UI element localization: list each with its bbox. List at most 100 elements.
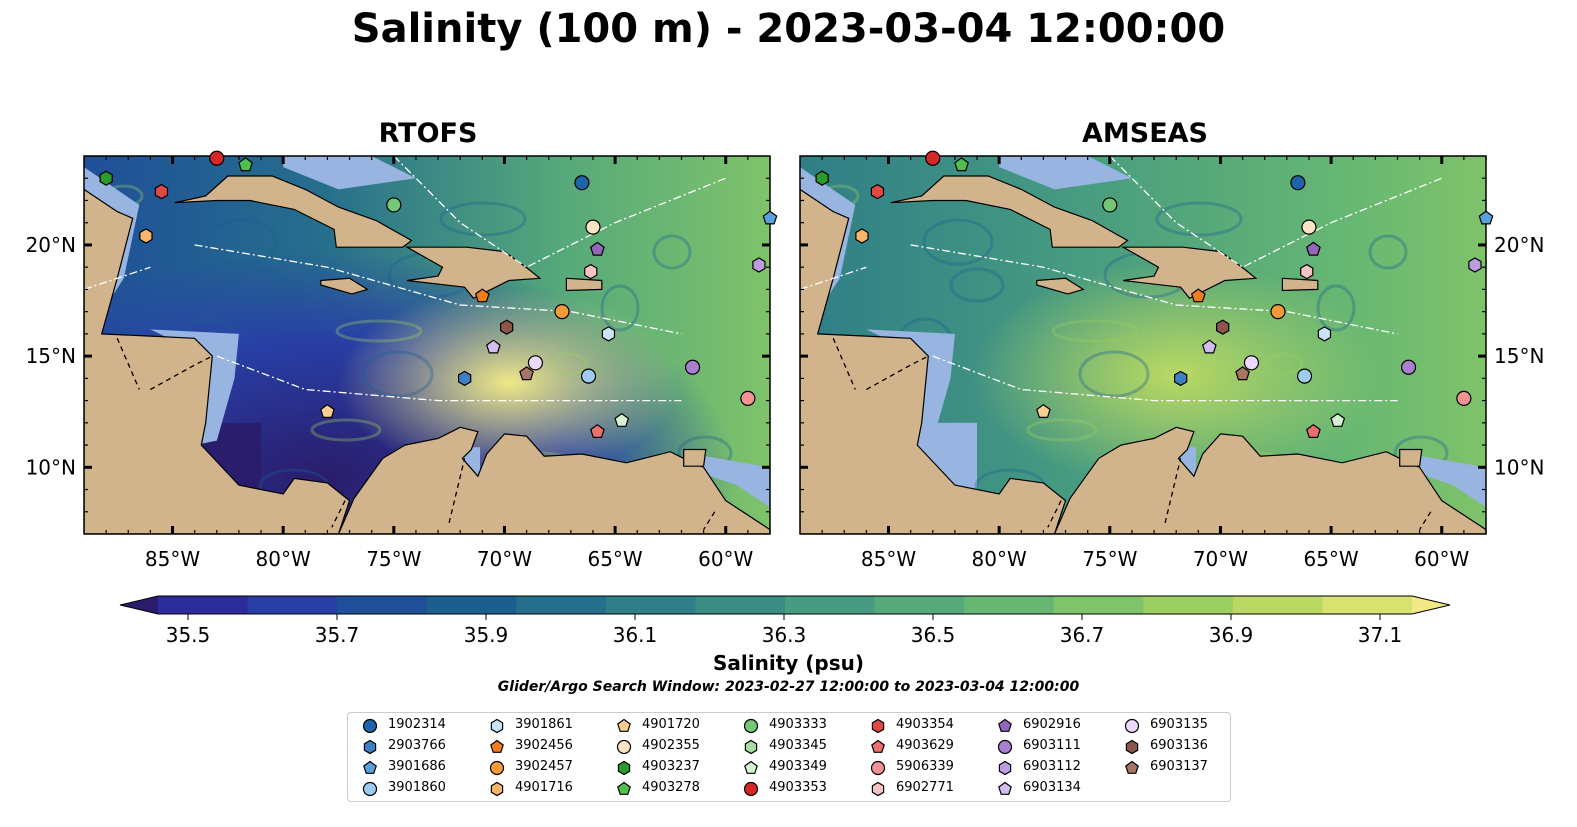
land-puertoRico — [1281, 277, 1319, 292]
lat-tick-label: 10°N — [1494, 455, 1544, 479]
lat-tick-label: 15°N — [1494, 344, 1544, 368]
land-cuba — [174, 175, 413, 248]
legend-label: 4901720 — [642, 717, 700, 732]
land-centralAmerica — [800, 188, 1067, 534]
legend-marker — [363, 739, 377, 755]
colorbar-segment — [874, 596, 965, 614]
figure-title: Salinity (100 m) - 2023-03-04 12:00:00 — [351, 6, 1226, 52]
profile-marker-6903136 — [500, 319, 514, 335]
map-rtofs — [84, 156, 770, 534]
legend-label: 3901686 — [388, 759, 446, 774]
profile-marker-4901720 — [1036, 403, 1051, 418]
eddy-swirl — [206, 218, 278, 266]
profile-marker-6902771 — [584, 263, 598, 280]
legend-label: 1902314 — [388, 717, 446, 732]
profile-marker-3902456 — [474, 288, 490, 303]
legend-marker — [362, 781, 378, 797]
legend-marker-hexagon — [363, 739, 377, 755]
land-cuba — [890, 175, 1129, 248]
lon-tick-label: 75°W — [366, 547, 421, 571]
colorbar-extend-high — [1412, 596, 1450, 614]
legend-marker — [363, 760, 377, 774]
legend-label: 4903354 — [896, 717, 954, 732]
legend-marker — [871, 739, 885, 753]
profile-marker-4903353 — [925, 150, 941, 166]
legend-marker-circle — [362, 781, 378, 797]
legend-marker-pentagon — [871, 739, 885, 753]
profile-marker-4903353 — [209, 150, 225, 166]
colorbar-tick-label: 36.7 — [1060, 623, 1105, 647]
lon-tick-label: 65°W — [587, 547, 642, 571]
legend-label: 3902456 — [515, 738, 573, 753]
legend-label: 6902771 — [896, 780, 954, 795]
profile-marker-4903354 — [154, 183, 169, 200]
legend-marker-pentagon — [998, 718, 1012, 732]
profile-marker-6903111 — [684, 359, 701, 375]
land-jamaica — [320, 277, 369, 295]
profile-marker-6902916 — [589, 241, 605, 256]
profile-marker-6903111 — [1400, 359, 1417, 375]
colorbar-segment — [1322, 596, 1413, 614]
land-florida — [279, 156, 282, 158]
eddy-swirl — [362, 350, 434, 398]
colorbar-tick-label: 35.7 — [315, 623, 360, 647]
colorbar-segment — [1143, 596, 1234, 614]
colorbar-tick-label: 36.5 — [911, 623, 956, 647]
legend-marker — [616, 739, 632, 755]
legend-label: 4903278 — [642, 780, 700, 795]
legend-marker-circle — [1124, 718, 1140, 734]
profile-marker-6903112 — [752, 257, 766, 273]
lon-tick-label: 70°W — [1193, 547, 1248, 571]
profile-marker-4903354 — [870, 183, 885, 200]
profile-marker-4901716 — [855, 228, 869, 244]
profile-marker-6903112 — [1468, 257, 1482, 273]
shelf-bahamas — [283, 156, 416, 190]
legend-label: 3901860 — [388, 780, 446, 795]
legend-marker-circle — [362, 718, 378, 734]
profile-marker-4903349 — [1330, 412, 1346, 427]
legend-label: 4902355 — [642, 738, 700, 753]
legend-marker-circle — [743, 718, 759, 734]
eddy-swirl — [310, 418, 382, 442]
lon-tick-label: 80°W — [256, 547, 311, 571]
profile-marker-3902457 — [554, 304, 570, 320]
country-border — [116, 338, 140, 390]
land-southAmerica — [337, 426, 770, 534]
profile-marker-3901686 — [762, 210, 778, 225]
legend-marker — [489, 760, 505, 776]
land-trinidad — [683, 448, 707, 467]
profile-markers — [99, 150, 1494, 438]
legend-marker-hexagon — [490, 781, 504, 797]
legend-label: 3902457 — [515, 759, 573, 774]
land-centralAmerica — [84, 188, 351, 534]
colorbar-tick-label: 35.9 — [464, 623, 509, 647]
legend-marker-hexagon — [744, 739, 758, 755]
legend-marker-circle — [870, 760, 886, 776]
legend-label: 4903629 — [896, 738, 954, 753]
eddy-swirl — [600, 284, 640, 332]
land-hispaniola — [404, 246, 542, 300]
country-border — [1419, 511, 1432, 530]
profile-marker-6903137 — [1235, 366, 1250, 381]
profile-marker-1902314 — [574, 175, 590, 191]
legend-marker — [362, 718, 378, 734]
profile-marker-4903237 — [815, 170, 829, 186]
map-frame — [799, 155, 1487, 535]
profile-marker-3901860 — [580, 368, 597, 384]
map-amseas — [800, 156, 1486, 534]
colorbar-segment — [516, 596, 607, 614]
eez-boundary — [194, 244, 682, 335]
legend-marker-hexagon — [617, 760, 631, 776]
profile-marker-4903349 — [614, 412, 630, 427]
lat-tick-label: 10°N — [26, 455, 76, 479]
axes-layer: 85°W 80°W 75°W 70°W 65°W 60°W 20°N 15°N 10°N 85°W… — [26, 155, 1544, 571]
legend-marker — [744, 760, 758, 774]
lon-tick-label: 60°W — [698, 547, 753, 571]
profile-marker-6903134 — [1201, 339, 1217, 354]
profile-marker-3902457 — [1270, 304, 1286, 320]
eddy-swirl — [1026, 418, 1098, 442]
colorbar-segment — [785, 596, 876, 614]
land-southAmerica — [1053, 426, 1486, 534]
eddy-swirl — [548, 352, 588, 376]
colorbar-tick-label: 37.1 — [1358, 623, 1403, 647]
